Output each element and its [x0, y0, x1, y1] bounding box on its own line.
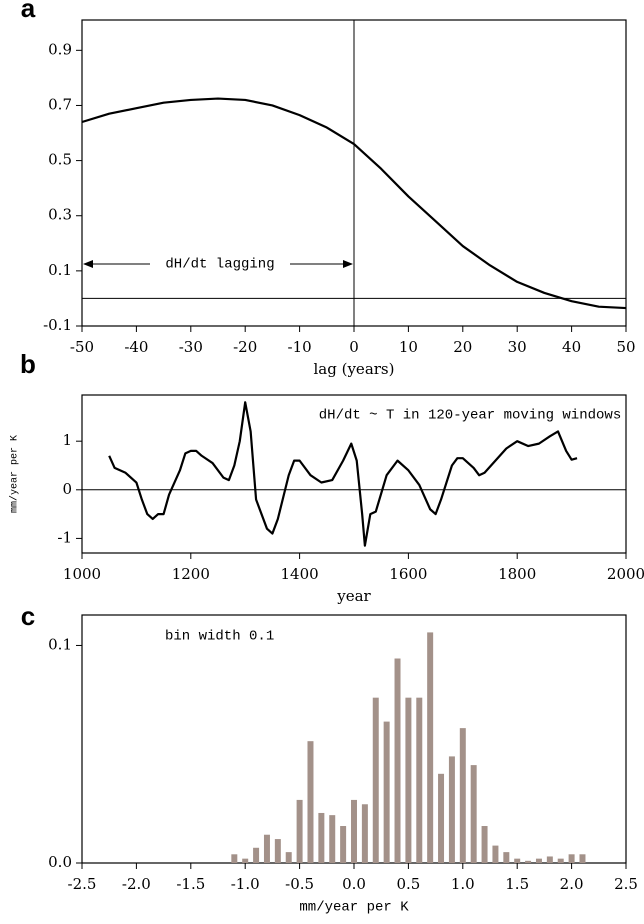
x-tick-label: 1600	[389, 565, 427, 583]
x-tick-label: -1.5	[176, 875, 205, 893]
bar	[340, 826, 347, 863]
x-tick-label: 20	[453, 338, 472, 356]
bar	[503, 852, 510, 863]
x-tick-label: 1800	[498, 565, 536, 583]
annotation: dH/dt lagging	[165, 257, 274, 273]
x-tick-label: 0.0	[342, 875, 366, 893]
y-tick-label: 0.9	[48, 40, 72, 58]
bar	[470, 765, 477, 863]
bar	[427, 632, 434, 863]
bar	[242, 858, 249, 863]
y-tick-label: -0.1	[43, 316, 72, 334]
bar	[263, 834, 270, 863]
bar	[253, 847, 260, 863]
annotation: dH/dt ~ T in 120-year moving windows	[319, 408, 621, 424]
bar	[525, 860, 532, 863]
x-tick-label: 2000	[607, 565, 644, 583]
bar	[361, 804, 368, 863]
bar	[514, 858, 521, 863]
y-tick-label: 0	[62, 480, 72, 498]
x-tick-label: -20	[233, 338, 257, 356]
bar	[274, 839, 281, 863]
x-tick-label: 2.5	[614, 875, 638, 893]
x-tick-label: 0.5	[396, 875, 420, 893]
y-tick-label: 0.1	[48, 635, 72, 653]
x-axis-label: lag (years)	[314, 360, 395, 378]
y-tick-label: -1	[57, 528, 72, 546]
y-tick-label: 0.7	[48, 95, 72, 113]
y-tick-label: 0.0	[48, 853, 72, 871]
bar	[394, 658, 401, 863]
y-tick-label: 0.1	[48, 261, 72, 279]
bar	[438, 773, 445, 863]
panel-label: a	[21, 0, 36, 23]
bar	[448, 756, 455, 863]
x-tick-label: -0.5	[285, 875, 314, 893]
x-tick-label: 30	[508, 338, 527, 356]
data-line	[81, 97, 627, 310]
bar	[231, 854, 238, 863]
bar	[318, 812, 325, 863]
x-tick-label: 2.0	[560, 875, 584, 893]
bar	[351, 799, 357, 863]
bar	[296, 799, 303, 863]
x-tick-label: -30	[179, 338, 203, 356]
y-tick-label: 0.3	[48, 206, 72, 224]
bar	[481, 826, 488, 863]
bar	[405, 697, 412, 863]
x-tick-label: 10	[399, 338, 418, 356]
data-line	[108, 401, 578, 547]
annotation: bin width 0.1	[165, 629, 274, 645]
bar	[383, 721, 390, 863]
y-tick-label: 0.5	[48, 151, 72, 169]
x-tick-label: 50	[616, 338, 635, 356]
x-axis-label: year	[336, 587, 371, 605]
bar	[568, 854, 575, 863]
x-tick-label: -50	[70, 338, 94, 356]
bar	[307, 741, 314, 863]
x-tick-label: -40	[124, 338, 148, 356]
x-tick-label: 0	[349, 338, 359, 356]
bar	[535, 858, 542, 863]
x-tick-label: -2.0	[122, 875, 151, 893]
bar	[372, 697, 379, 863]
y-tick-label: 1	[62, 431, 72, 449]
y-axis-label: mm/year per K	[9, 435, 21, 513]
bar	[557, 858, 564, 863]
bar	[492, 845, 499, 863]
bar	[285, 852, 292, 863]
x-axis-label: mm/year per K	[299, 900, 409, 916]
bar	[416, 697, 423, 863]
plot-frame	[81, 394, 627, 554]
bar	[459, 728, 466, 863]
x-tick-label: 1000	[63, 565, 101, 583]
x-tick-label: -2.5	[68, 875, 97, 893]
bar	[329, 815, 336, 863]
x-tick-label: 1200	[172, 565, 210, 583]
panel-label: b	[20, 349, 36, 379]
x-tick-label: -1.0	[231, 875, 260, 893]
panel-label: c	[21, 601, 35, 631]
x-tick-label: 40	[562, 338, 581, 356]
bar	[579, 854, 586, 863]
x-tick-label: 1.5	[505, 875, 529, 893]
x-tick-label: -10	[288, 338, 312, 356]
bar	[546, 856, 553, 863]
x-tick-label: 1400	[281, 565, 319, 583]
x-tick-label: 1.0	[451, 875, 475, 893]
